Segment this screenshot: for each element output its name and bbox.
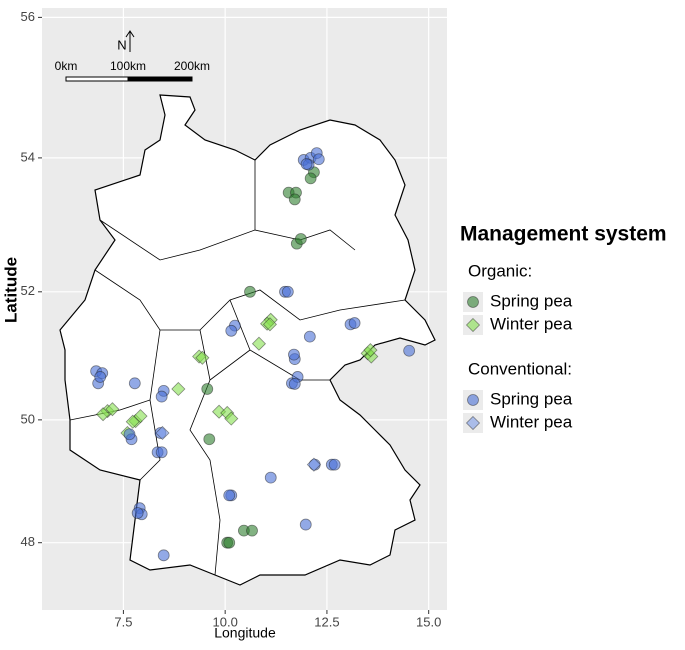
x-tick-label: 10.0 <box>213 614 238 629</box>
legend-label: Winter pea <box>490 412 573 431</box>
point <box>195 350 210 365</box>
point <box>348 317 361 329</box>
y-tick-label: 50 <box>21 411 35 426</box>
point <box>262 317 278 332</box>
point <box>123 428 136 441</box>
point <box>304 172 317 185</box>
north-arrow-head <box>125 30 135 38</box>
scale-label: 100km <box>110 59 146 73</box>
point <box>155 446 168 459</box>
point <box>403 344 416 357</box>
point <box>363 343 378 358</box>
legend-key <box>467 296 479 308</box>
point <box>364 349 379 364</box>
x-tick-label: 7.5 <box>114 614 132 629</box>
point <box>225 324 238 337</box>
y-tick-label: 56 <box>21 9 35 24</box>
point <box>224 411 239 426</box>
scale-bar <box>65 76 129 82</box>
x-tick-label: 15.0 <box>416 614 441 629</box>
point <box>155 390 168 403</box>
scale-label: 0km <box>55 59 78 73</box>
point <box>244 285 256 298</box>
point <box>246 524 258 537</box>
point <box>281 285 294 298</box>
point <box>125 414 140 429</box>
x-axis-label: Longitude <box>214 625 276 641</box>
legend-label: Winter pea <box>490 314 573 333</box>
point <box>131 507 144 519</box>
y-tick-label: 48 <box>21 534 35 549</box>
legend-group: Conventional: <box>468 359 572 378</box>
point <box>171 381 186 397</box>
point <box>312 153 325 166</box>
point <box>288 378 301 390</box>
point <box>128 377 141 390</box>
legend-key <box>467 394 479 406</box>
point <box>294 233 307 245</box>
point <box>157 549 170 562</box>
point <box>203 433 216 446</box>
legend-label: Spring pea <box>490 291 573 310</box>
y-axis-label: Latitude <box>1 257 20 323</box>
legend-group: Organic: <box>468 261 532 280</box>
point <box>300 158 313 170</box>
north-label: N <box>117 37 126 52</box>
germany-outline <box>59 94 436 586</box>
point <box>201 383 214 395</box>
y-tick-label: 52 <box>21 283 35 298</box>
point <box>94 371 107 383</box>
point <box>251 336 267 351</box>
point <box>288 348 300 361</box>
point <box>288 193 301 206</box>
point <box>328 458 341 471</box>
point <box>223 489 236 502</box>
legend-key <box>465 415 481 431</box>
marks <box>90 147 416 562</box>
point <box>95 407 111 422</box>
scale-bar <box>127 76 193 82</box>
point <box>264 471 277 484</box>
legend-label: Spring pea <box>490 389 573 408</box>
legend-title: Management system <box>460 223 667 246</box>
legend: Organic: Spring pea Winter pea Conventional… <box>463 261 573 433</box>
y-tick-label: 54 <box>21 149 35 164</box>
point <box>299 518 312 531</box>
scale-label: 200km <box>174 59 210 73</box>
point <box>105 402 120 417</box>
point <box>306 457 321 472</box>
legend-key <box>465 317 481 333</box>
point <box>155 425 170 441</box>
x-tick-label: 12.5 <box>314 614 339 629</box>
point <box>303 330 316 343</box>
point <box>223 536 236 549</box>
